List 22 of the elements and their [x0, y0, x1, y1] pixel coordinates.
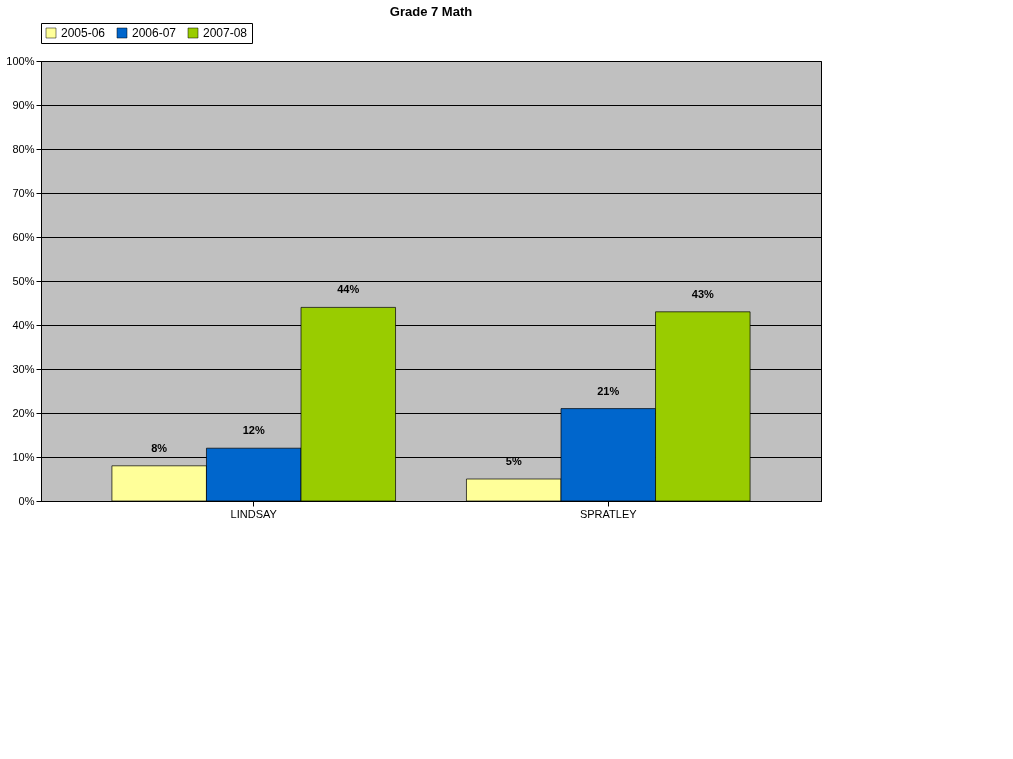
y-tick-label: 0%: [18, 494, 35, 507]
data-label: 12%: [242, 424, 265, 437]
y-tick-label: 100%: [6, 54, 35, 67]
y-tick-label: 10%: [12, 450, 35, 463]
data-label: 44%: [337, 283, 360, 296]
data-label: 8%: [151, 441, 168, 454]
legend-label: 2006-07: [132, 26, 177, 40]
legend-label: 2007-08: [203, 26, 248, 40]
legend-label: 2005-06: [61, 26, 106, 40]
x-tick-label: SPRATLEY: [579, 507, 638, 520]
y-tick-label: 80%: [12, 142, 35, 155]
y-tick-label: 30%: [12, 362, 35, 375]
y-tick-label: 20%: [12, 406, 35, 419]
y-tick-label: 70%: [12, 186, 35, 199]
data-label: 43%: [691, 287, 715, 300]
y-tick-label: 50%: [12, 274, 35, 287]
x-tick-label: LINDSAY: [230, 507, 278, 520]
y-tick-label: 60%: [12, 230, 35, 243]
y-tick-label: 90%: [12, 98, 35, 111]
y-tick-label: 40%: [12, 318, 35, 331]
data-label: 21%: [597, 384, 620, 397]
chart-title: Grade 7 Math: [389, 3, 473, 19]
